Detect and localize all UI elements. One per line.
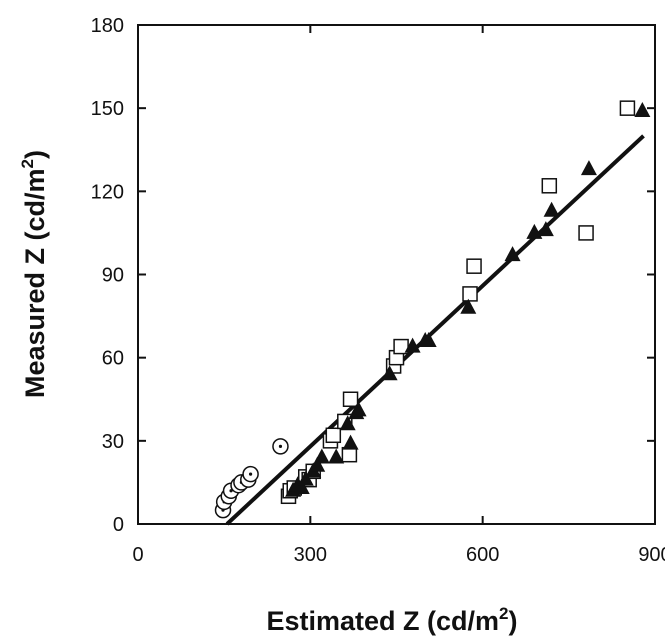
- triangle-point: [404, 337, 421, 353]
- square-point: [541, 178, 558, 194]
- circle-point: [272, 438, 289, 455]
- fit-line: [225, 134, 645, 526]
- triangle-point: [328, 448, 345, 464]
- triangle-point: [460, 298, 477, 314]
- y-tick-label: 60: [102, 348, 124, 370]
- triangle-point: [543, 201, 560, 217]
- y-tick-label: 30: [102, 431, 124, 453]
- circle-point: [242, 465, 259, 483]
- triangle-point: [339, 415, 356, 431]
- square-point: [341, 446, 358, 463]
- data-points: [214, 100, 651, 519]
- y-axis-title: Measured Z (cd/m2): [18, 150, 50, 398]
- triangle-point: [297, 470, 314, 486]
- square-point: [462, 286, 478, 302]
- x-tick-label: 600: [466, 544, 499, 566]
- fit-line-layer: [225, 134, 645, 526]
- y-tick-label: 120: [91, 181, 124, 203]
- square-point: [325, 427, 342, 444]
- square-point: [578, 225, 594, 241]
- triangle-point: [504, 246, 521, 262]
- triangle-point: [350, 401, 367, 417]
- x-tick-label: 0: [132, 544, 143, 566]
- triangle-point: [537, 221, 554, 237]
- square-point: [342, 391, 359, 407]
- y-tick-label: 180: [91, 15, 124, 37]
- square-point: [619, 100, 636, 116]
- x-tick-label: 900: [638, 544, 665, 566]
- y-tick-label: 90: [102, 265, 124, 287]
- x-tick-label: 300: [294, 544, 327, 566]
- triangle-point: [309, 456, 326, 472]
- square-point: [466, 258, 482, 274]
- axis-ticks: 0 300 600 900 0 30 60 90 120 150 180: [91, 15, 665, 566]
- triangle-point: [313, 448, 330, 464]
- y-tick-label: 0: [113, 514, 124, 536]
- triangle-point: [342, 434, 359, 450]
- triangle-point: [580, 160, 597, 176]
- triangle-point: [293, 478, 310, 494]
- triangle-point: [420, 332, 437, 348]
- x-axis-title: Estimated Z (cd/m2): [266, 604, 517, 636]
- triangle-point: [526, 223, 543, 239]
- triangle-point: [634, 101, 651, 117]
- plot-frame: [137, 24, 656, 525]
- triangle-point: [381, 365, 398, 381]
- y-tick-label: 150: [91, 98, 124, 120]
